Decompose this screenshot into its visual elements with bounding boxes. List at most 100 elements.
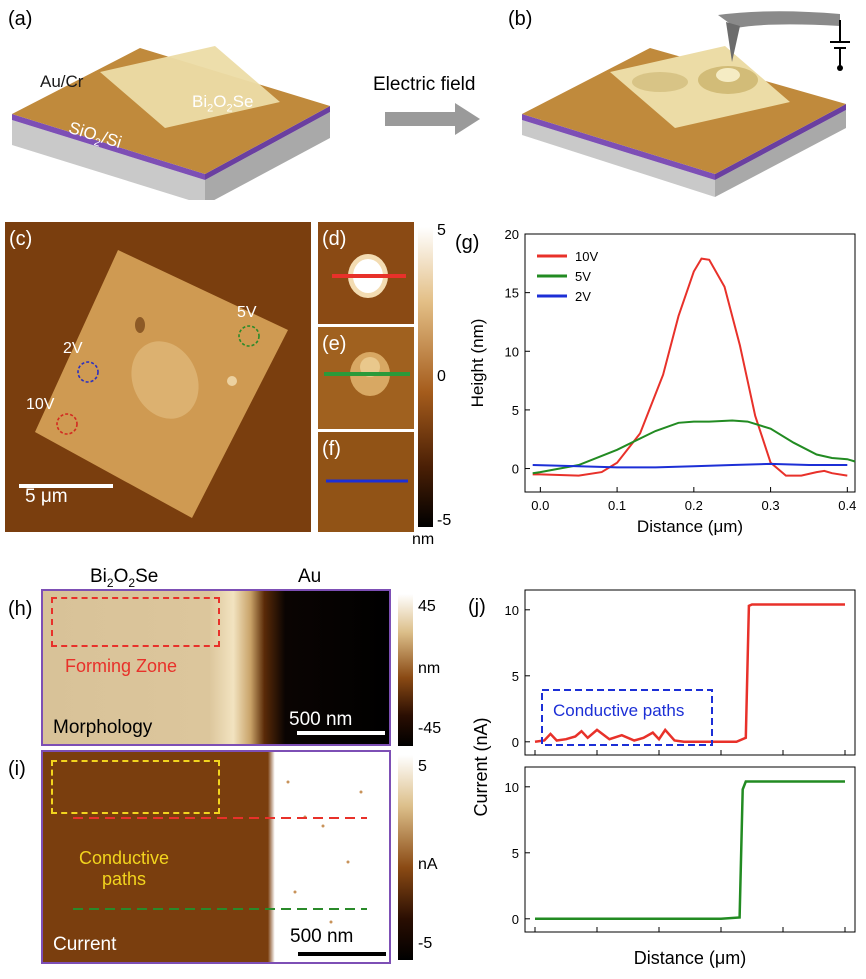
forming-zone-box xyxy=(51,597,220,647)
colorbar-h-max: 45 xyxy=(418,598,436,615)
x-axis-label: Distance (μm) xyxy=(634,948,746,968)
bi2o2se-flake xyxy=(100,46,280,128)
au-title: Au xyxy=(298,566,322,587)
colorbar-i-min: -5 xyxy=(418,935,433,952)
x-tick-label: 0.2 xyxy=(685,498,703,513)
x-tick-label: 0.1 xyxy=(608,498,626,513)
afm-image-e: (e) xyxy=(318,327,414,429)
afm-image-c: (c) 2V 5V 10V 5 μm xyxy=(5,222,311,532)
sio2-layer-front xyxy=(522,114,715,180)
current-image-i: Conductive paths Current 500 nm xyxy=(41,750,391,964)
electric-field-label: Electric field xyxy=(373,74,476,95)
y-tick-label: 0 xyxy=(512,735,519,750)
x-axis-label: Distance (μm) xyxy=(637,517,743,536)
terminal xyxy=(837,65,843,71)
colorbar-h xyxy=(398,594,413,746)
colorbar-max: 5 xyxy=(437,222,446,239)
substrate-front xyxy=(522,120,715,197)
y-axis-label: Height (nm) xyxy=(468,319,487,408)
series-line-bottom xyxy=(535,780,845,921)
colorbar-h-min: -45 xyxy=(418,720,442,737)
x-tick-label: 0.4 xyxy=(838,498,856,513)
panel-label-g: (g) xyxy=(455,232,480,254)
colorbar-unit: nm xyxy=(412,531,435,548)
schematic-a xyxy=(12,46,330,200)
marker-2v xyxy=(77,361,99,383)
label-2v: 2V xyxy=(63,340,83,357)
colorbar-h-unit: nm xyxy=(418,660,441,677)
plot-frame xyxy=(524,233,856,493)
panel-label-b: (b) xyxy=(508,8,533,30)
forming-zone-label: Forming Zone xyxy=(65,656,178,676)
y-tick-label: 20 xyxy=(505,227,519,242)
y-tick-label: 10 xyxy=(505,603,519,618)
bi2o2se-flake xyxy=(610,46,790,128)
current-label: Current xyxy=(53,934,117,955)
morphology-label: Morphology xyxy=(53,717,153,738)
sio2-layer-side xyxy=(715,104,846,180)
colorbar-zero: 0 xyxy=(437,368,446,385)
x-tick-label: 0.3 xyxy=(762,498,780,513)
afm-tip xyxy=(726,22,740,62)
scalebar-i xyxy=(298,952,386,956)
chart-j: 0 5 10 0 5 10 Conductive paths Distance (μm) Cur… xyxy=(471,589,856,968)
colorbar-min: -5 xyxy=(437,512,452,529)
colorbar-i-max: 5 xyxy=(418,758,427,775)
morphology-image-h: Forming Zone Morphology 500 nm xyxy=(41,589,391,746)
substrate-front xyxy=(12,120,205,200)
paths-box xyxy=(51,760,220,814)
bump xyxy=(632,72,688,92)
y-tick-label: 5 xyxy=(512,403,519,418)
paths-label: Conductive paths xyxy=(79,848,170,889)
y-axis-label: Current (nA) xyxy=(471,717,491,816)
conductive-paths-label: Conductive paths xyxy=(553,701,684,720)
scalebar-c-label: 5 μm xyxy=(25,486,68,507)
bi2o2se-label: Bi2O2Se xyxy=(192,92,254,115)
oval-region xyxy=(131,341,199,419)
conductive-paths-box xyxy=(541,689,713,746)
substrate-side xyxy=(205,112,330,200)
scalebar-i-label: 500 nm xyxy=(290,926,354,947)
schematic-b xyxy=(522,11,850,197)
arrow-icon xyxy=(385,103,480,135)
au-cr-label: Au/Cr xyxy=(40,72,84,91)
particle xyxy=(227,376,237,386)
label-10v: 10V xyxy=(26,396,55,413)
series-line-5V xyxy=(532,419,856,475)
panel-label-j: (j) xyxy=(468,596,486,618)
panel-label-c: (c) xyxy=(9,228,33,250)
x-tick-label: 0.0 xyxy=(531,498,549,513)
series-line-10V xyxy=(532,257,848,477)
panel-label-f: (f) xyxy=(322,438,341,460)
panel-label-h: (h) xyxy=(8,598,33,620)
particle xyxy=(135,317,145,333)
panel-label-e: (e) xyxy=(322,333,347,355)
colorbar-i-unit: nA xyxy=(418,856,438,873)
label-5v: 5V xyxy=(237,304,257,321)
legend-label-2V: 2V xyxy=(575,289,591,304)
scalebar-h xyxy=(297,731,385,735)
panel-label-d: (d) xyxy=(322,228,347,250)
series-line-2V xyxy=(532,462,848,469)
y-tick-label: 5 xyxy=(512,669,519,684)
bi2o2se-title: Bi2O2Se xyxy=(90,566,159,590)
panel-label-a: (a) xyxy=(8,8,33,30)
y-tick-label: 15 xyxy=(505,286,519,301)
marker-10v xyxy=(56,413,78,435)
legend-label-10V: 10V xyxy=(575,249,598,264)
sio2-layer-front xyxy=(12,114,205,180)
y-tick-label: 0 xyxy=(512,912,519,927)
panel-label-i: (i) xyxy=(8,758,26,780)
plot-frame-bottom xyxy=(524,766,856,933)
chart-g: 0.0 0.1 0.2 0.3 0.4 0 5 10 15 20 Distance (μm) Heig… xyxy=(468,227,856,536)
y-tick-label: 10 xyxy=(505,780,519,795)
legend-label-5V: 5V xyxy=(575,269,591,284)
sio2-layer-side xyxy=(205,106,330,180)
afm-image-f: (f) xyxy=(318,432,414,532)
scalebar-h-label: 500 nm xyxy=(289,709,353,730)
plot-frame-top xyxy=(524,589,856,756)
y-tick-label: 5 xyxy=(512,846,519,861)
substrate-side xyxy=(715,110,846,197)
bump-highlight xyxy=(716,68,740,82)
series-line-top xyxy=(534,603,845,744)
